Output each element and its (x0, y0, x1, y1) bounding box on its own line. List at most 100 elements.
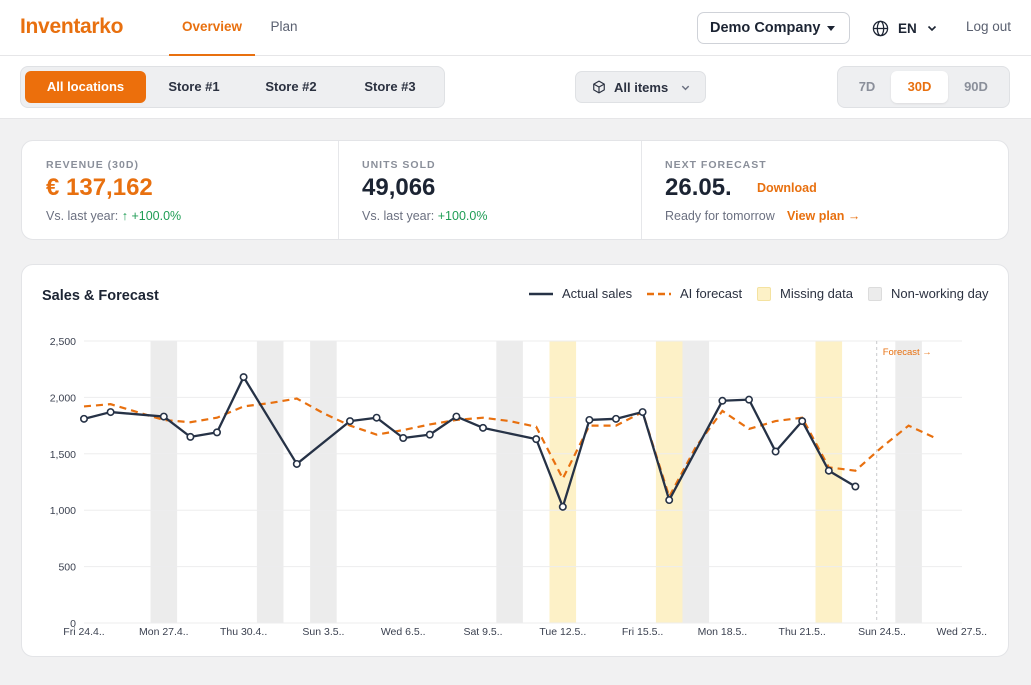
actual-data-point (718, 396, 727, 405)
revenue-change: ↑ +100.0% (121, 209, 182, 223)
actual-data-point (399, 434, 408, 443)
legend-dashed-line-icon (647, 292, 671, 295)
units-sold-value: 49,066 (362, 174, 436, 201)
non-working-day-band (895, 341, 922, 623)
actual-data-point (638, 408, 647, 417)
items-dropdown[interactable]: All items (575, 71, 706, 103)
legend-actual-label: Actual sales (562, 286, 633, 301)
range-segmented-control: 7D 30D 90D (837, 66, 1010, 108)
actual-data-point (744, 395, 753, 404)
actual-data-point (239, 373, 248, 382)
revenue-label: REVENUE (30D) (46, 159, 139, 171)
revenue-comparison: Vs. last year: ↑ +100.0% (46, 209, 181, 223)
location-store-1-button[interactable]: Store #1 (168, 79, 220, 94)
actual-data-point (106, 408, 115, 417)
caret-down-icon (827, 26, 835, 31)
x-tick-label: Mon 18.5.. (698, 626, 748, 638)
y-tick-label: 2,000 (50, 392, 76, 404)
logout-link[interactable]: Log out (966, 19, 1012, 34)
x-tick-label: Thu 21.5.. (779, 626, 826, 638)
chart-title: Sales & Forecast (42, 288, 159, 304)
legend-ai-forecast: AI forecast (647, 286, 742, 301)
actual-data-point (79, 414, 88, 423)
x-tick-label: Tue 12.5.. (539, 626, 586, 638)
x-tick-label: Mon 27.4.. (139, 626, 189, 638)
tab-plan[interactable]: Plan (270, 19, 298, 34)
range-90d-button[interactable]: 90D (964, 79, 988, 94)
revenue-value: € 137,162 (46, 174, 153, 201)
x-tick-label: Sun 24.5.. (858, 626, 906, 638)
y-tick-label: 0 (70, 618, 76, 630)
actual-series-line (83, 375, 856, 508)
tab-overview[interactable]: Overview (169, 0, 255, 56)
company-selector[interactable]: Demo Company (697, 12, 850, 44)
view-plan-link[interactable]: View plan → (787, 209, 861, 223)
actual-data-point (611, 414, 620, 423)
range-30d-button[interactable]: 30D (891, 71, 948, 103)
y-tick-label: 1,000 (50, 505, 76, 517)
legend-actual-sales: Actual sales (529, 286, 632, 301)
sales-forecast-card: Sales & Forecast Actual sales AI forecas… (21, 264, 1009, 657)
units-comparison: Vs. last year: +100.0% (362, 209, 487, 223)
language-selector[interactable]: EN (872, 17, 938, 39)
actual-data-point (345, 417, 354, 426)
x-tick-label: Fri 15.5.. (622, 626, 663, 638)
filter-bar: All locations Store #1 Store #2 Store #3… (0, 56, 1031, 119)
units-comparison-label: Vs. last year: (362, 209, 435, 223)
items-label: All items (614, 79, 669, 95)
actual-data-point (186, 432, 195, 441)
y-tick-label: 1,500 (50, 449, 76, 461)
location-all-button[interactable]: All locations (25, 71, 146, 103)
legend-non-working-day: Non-working day (868, 286, 989, 301)
x-tick-label: Thu 30.4.. (220, 626, 267, 638)
non-working-day-band (150, 341, 178, 623)
y-tick-label: 2,500 (50, 336, 76, 348)
x-tick-label: Sat 9.5.. (463, 626, 502, 638)
legend-missing-data: Missing data (757, 286, 853, 301)
actual-data-point (292, 459, 301, 468)
actual-data-point (159, 412, 168, 421)
brand-logo[interactable]: Inventarko (20, 15, 124, 38)
x-tick-label: Wed 6.5.. (381, 626, 426, 638)
non-working-day-band (682, 341, 710, 623)
x-tick-label: Sun 3.5.. (302, 626, 344, 638)
globe-icon (872, 20, 889, 36)
company-name: Demo Company (710, 20, 821, 36)
actual-data-point (452, 412, 461, 421)
chevron-down-icon (681, 85, 690, 90)
actual-data-point (665, 496, 674, 505)
non-working-day-band (310, 341, 337, 623)
location-store-2-button[interactable]: Store #2 (265, 79, 317, 94)
forecast-marker-label: Forecast → (883, 347, 932, 358)
legend-nonworking-swatch (868, 286, 882, 301)
language-code: EN (898, 20, 917, 36)
y-tick-label: 500 (58, 562, 76, 574)
actual-data-point (372, 413, 381, 422)
revenue-comparison-label: Vs. last year: (46, 209, 119, 223)
top-navigation-bar: Inventarko Overview Plan Demo Company EN… (0, 0, 1031, 56)
x-tick-label: Fri 24.4.. (63, 626, 104, 638)
forecast-status: Ready for tomorrow (665, 209, 775, 223)
location-store-3-button[interactable]: Store #3 (364, 79, 416, 94)
kpi-divider (641, 141, 642, 239)
next-forecast-label: NEXT FORECAST (665, 159, 767, 171)
actual-data-point (771, 447, 780, 456)
actual-data-point (798, 417, 807, 426)
actual-data-point (425, 430, 434, 439)
legend-forecast-label: AI forecast (680, 286, 743, 301)
range-7d-button[interactable]: 7D (858, 79, 876, 94)
actual-data-point (532, 435, 541, 444)
non-working-day-band (496, 341, 523, 623)
actual-data-point (824, 466, 833, 475)
download-link[interactable]: Download (757, 181, 817, 195)
actual-data-point (213, 428, 222, 437)
next-forecast-date: 26.05. (665, 174, 732, 201)
legend-missing-swatch (757, 286, 771, 301)
missing-data-band (815, 341, 843, 623)
sales-forecast-chart: 0 500 1,000 1,500 2,000 2,500 Fri 24.4.. Mon 27… (50, 336, 987, 638)
units-sold-label: UNITS SOLD (362, 159, 436, 171)
actual-data-point (851, 482, 860, 491)
units-change: +100.0% (437, 209, 488, 223)
non-working-day-band (256, 341, 284, 623)
legend-solid-line-icon (529, 292, 553, 295)
